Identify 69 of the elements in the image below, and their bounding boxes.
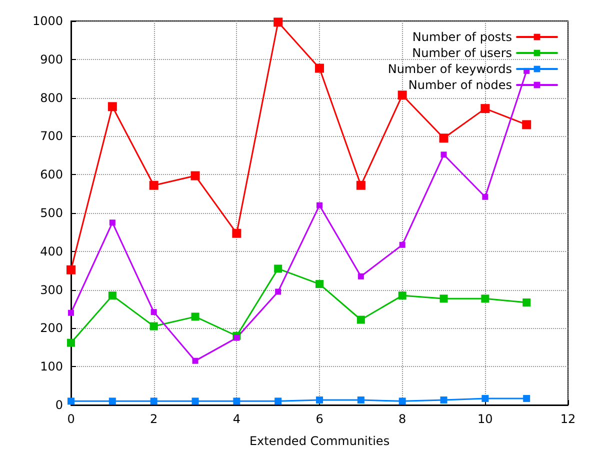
point — [109, 220, 116, 226]
point — [108, 292, 116, 300]
x-tick-label: 8 — [398, 412, 406, 426]
x-tick-label: 10 — [478, 412, 493, 426]
y-tick-label: 600 — [40, 168, 63, 182]
point — [316, 202, 322, 208]
y-tick-label: 700 — [40, 129, 63, 144]
point — [68, 310, 74, 316]
point — [275, 288, 282, 295]
point — [439, 134, 448, 143]
y-tick-label: 800 — [40, 90, 63, 105]
point — [316, 280, 324, 288]
point — [440, 152, 447, 158]
y-tick-label: 1000 — [32, 14, 63, 28]
legend-label: Number of users — [412, 46, 512, 60]
point — [398, 90, 407, 100]
point — [232, 228, 242, 238]
point — [356, 316, 365, 324]
point — [233, 398, 240, 405]
point — [523, 394, 530, 402]
point — [440, 396, 448, 404]
y-tick-label: 400 — [40, 244, 63, 258]
point — [316, 396, 323, 404]
x-tick-label: 12 — [560, 412, 576, 426]
x-tick-label: 4 — [232, 412, 240, 426]
legend-label: Number of nodes — [408, 78, 512, 92]
point — [108, 102, 117, 112]
point — [192, 398, 199, 405]
point — [522, 120, 532, 130]
point — [150, 322, 158, 330]
point — [274, 264, 282, 273]
point — [234, 334, 240, 341]
point — [399, 242, 406, 248]
point — [150, 309, 157, 316]
point — [191, 312, 200, 321]
point — [315, 64, 324, 73]
point — [481, 294, 490, 303]
point — [190, 171, 200, 180]
point — [192, 358, 198, 364]
point — [398, 398, 406, 405]
point — [358, 273, 364, 280]
point — [150, 398, 158, 405]
point — [482, 194, 488, 200]
x-axis-title: Extended Communities — [249, 434, 390, 448]
point — [108, 398, 116, 405]
y-tick-label: 0 — [55, 398, 63, 412]
point — [356, 180, 366, 190]
x-tick-label: 2 — [150, 412, 158, 426]
point — [482, 394, 489, 402]
x-tick-label: 6 — [316, 412, 324, 426]
y-tick-label: 500 — [40, 206, 63, 220]
legend-label: Number of keywords — [388, 62, 512, 76]
x-tick-label: 0 — [67, 412, 75, 426]
y-tick-label: 900 — [40, 52, 63, 66]
y-tick-label: 300 — [40, 282, 63, 297]
point — [480, 104, 490, 114]
point — [274, 18, 283, 27]
y-tick-label: 100 — [40, 360, 63, 374]
point — [440, 294, 448, 303]
point — [357, 396, 364, 404]
point — [398, 292, 406, 300]
point — [67, 338, 75, 347]
point — [274, 398, 282, 405]
legend-label: Number of posts — [412, 30, 512, 44]
point — [522, 298, 531, 306]
point — [149, 180, 158, 190]
point — [68, 398, 74, 405]
y-tick-label: 200 — [40, 321, 63, 336]
point — [66, 265, 76, 274]
